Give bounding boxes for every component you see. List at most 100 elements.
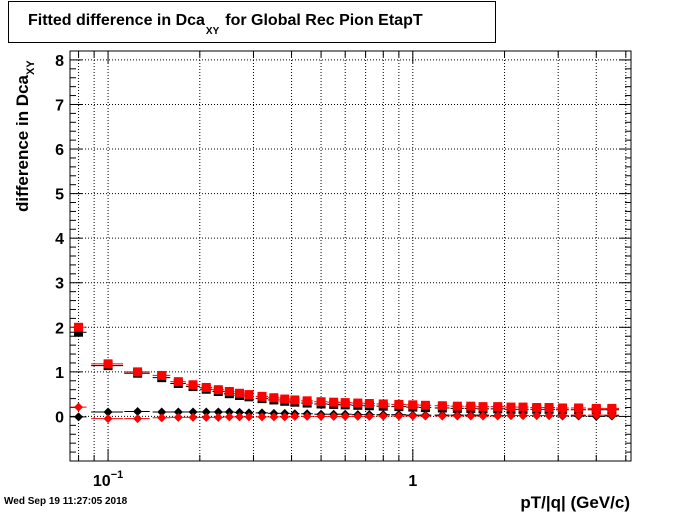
data-point-square bbox=[290, 395, 300, 405]
axis-ticks: 10−1 1 0 1 2 3 4 5 6 7 8 bbox=[55, 50, 631, 490]
data-point-square bbox=[340, 398, 350, 408]
data-point-diamond bbox=[394, 411, 404, 421]
y-tick-label: 0 bbox=[55, 409, 64, 426]
data-point-diamond bbox=[607, 410, 617, 420]
data-point-square bbox=[280, 394, 290, 404]
data-point-diamond bbox=[478, 411, 488, 421]
data-point-diamond bbox=[506, 411, 516, 421]
data-point-square bbox=[103, 359, 113, 369]
data-point-square bbox=[353, 398, 363, 408]
date-stamp: Wed Sep 19 11:27:05 2018 bbox=[4, 496, 128, 507]
x-tick-label: 1 bbox=[408, 473, 417, 490]
data-point-diamond bbox=[157, 407, 167, 417]
data-point-square bbox=[316, 397, 326, 407]
data-point-diamond bbox=[213, 407, 223, 417]
data-point-square bbox=[452, 401, 462, 411]
y-axis-label: difference in DcaXY bbox=[13, 60, 37, 212]
data-point-diamond bbox=[201, 407, 211, 417]
data-point-square bbox=[157, 370, 167, 380]
chart-title: Fitted difference in DcaXY for Global Rec… bbox=[28, 12, 423, 37]
data-point-diamond bbox=[558, 411, 568, 421]
data-point-square bbox=[532, 403, 542, 413]
data-point-diamond bbox=[213, 412, 223, 422]
data-point-square bbox=[257, 391, 267, 401]
data-point-square bbox=[173, 377, 183, 387]
data-point-square bbox=[558, 403, 568, 413]
data-point-diamond bbox=[591, 410, 601, 420]
y-axis-label-main: difference in Dca bbox=[13, 74, 32, 212]
data-point-diamond bbox=[420, 411, 430, 421]
y-tick-label: 1 bbox=[55, 365, 64, 382]
data-point-square bbox=[269, 393, 279, 403]
y-tick-label: 7 bbox=[55, 97, 64, 114]
data-point-diamond bbox=[532, 411, 542, 421]
data-point-diamond bbox=[201, 412, 211, 422]
data-point-diamond bbox=[103, 407, 113, 417]
data-point-square bbox=[133, 367, 143, 377]
data-point-square bbox=[574, 403, 584, 413]
data-point-diamond bbox=[173, 407, 183, 417]
data-point-diamond bbox=[74, 402, 84, 412]
y-tick-label: 4 bbox=[55, 231, 64, 248]
series-2 bbox=[70, 322, 620, 413]
data-point-square bbox=[235, 388, 245, 398]
title-rest: for Global Rec Pion EtapT bbox=[225, 12, 423, 29]
data-point-diamond bbox=[302, 411, 312, 421]
data-point-diamond bbox=[235, 412, 245, 422]
data-point-square bbox=[244, 390, 254, 400]
y-tick-label: 6 bbox=[55, 142, 64, 159]
data-point-square bbox=[224, 386, 234, 396]
data-point-square bbox=[74, 327, 84, 337]
data-point-diamond bbox=[188, 407, 198, 417]
y-tick-label: 5 bbox=[55, 187, 64, 204]
data-point-square bbox=[506, 402, 516, 412]
data-point-diamond bbox=[316, 411, 326, 421]
data-point-diamond bbox=[224, 407, 234, 417]
data-point-diamond bbox=[173, 412, 183, 422]
chart-title-box: Fitted difference in DcaXY for Global Rec… bbox=[8, 1, 496, 43]
data-point-square bbox=[420, 400, 430, 410]
series-4 bbox=[70, 402, 620, 424]
data-point-diamond bbox=[280, 412, 290, 422]
data-point-square bbox=[302, 396, 312, 406]
data-point-diamond bbox=[74, 412, 84, 422]
grid-lines bbox=[70, 51, 631, 461]
data-point-square bbox=[518, 402, 528, 412]
data-point-diamond bbox=[133, 414, 143, 424]
data-point-diamond bbox=[269, 412, 279, 422]
y-tick-label: 8 bbox=[55, 53, 64, 70]
data-point-diamond bbox=[157, 413, 167, 423]
data-point-square bbox=[364, 399, 374, 409]
data-point-diamond bbox=[378, 411, 388, 421]
data-point-square bbox=[437, 401, 447, 411]
data-point-diamond bbox=[364, 411, 374, 421]
data-point-diamond bbox=[290, 411, 300, 421]
data-point-diamond bbox=[133, 407, 143, 417]
data-point-square bbox=[607, 403, 617, 413]
data-point-diamond bbox=[244, 412, 254, 422]
plot-frame bbox=[69, 50, 632, 462]
data-point-diamond bbox=[103, 414, 113, 424]
data-point-diamond bbox=[466, 411, 476, 421]
data-point-diamond bbox=[437, 411, 447, 421]
data-point-square bbox=[466, 401, 476, 411]
data-point-diamond bbox=[493, 411, 503, 421]
data-point-diamond bbox=[257, 412, 267, 422]
title-main: Fitted difference in Dca bbox=[28, 12, 205, 29]
data-point-square bbox=[478, 402, 488, 412]
y-tick-label: 3 bbox=[55, 276, 64, 293]
data-point-square bbox=[329, 397, 339, 407]
data-point-diamond bbox=[574, 410, 584, 420]
data-point-diamond bbox=[329, 411, 339, 421]
data-point-square bbox=[493, 402, 503, 412]
x-axis-label: pT/|q| (GeV/c) bbox=[520, 493, 630, 512]
data-point-square bbox=[213, 385, 223, 395]
data-point-diamond bbox=[544, 411, 554, 421]
data-point-square bbox=[201, 382, 211, 392]
data-point-square bbox=[544, 403, 554, 413]
data-point-square bbox=[408, 400, 418, 410]
data-point-square bbox=[591, 403, 601, 413]
data-point-diamond bbox=[408, 411, 418, 421]
data-points bbox=[70, 322, 620, 424]
x-tick-label: 10−1 bbox=[93, 469, 123, 490]
